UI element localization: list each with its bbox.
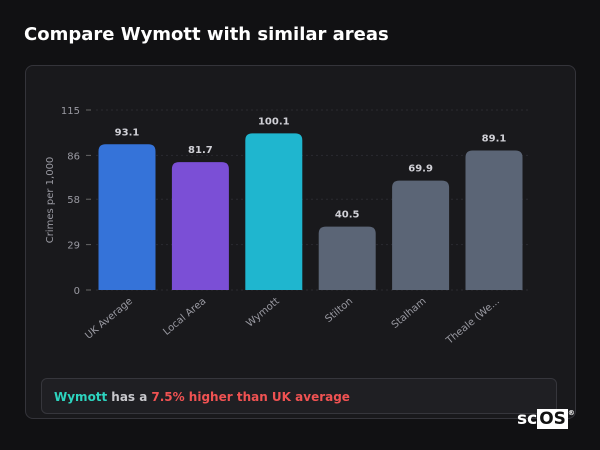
logo: sc OS ® (517, 409, 575, 429)
value-label: 69.9 (408, 164, 433, 175)
y-axis-label: Crimes per 1,000 (45, 157, 56, 244)
value-label: 40.5 (335, 210, 360, 221)
x-tick-label: Wymott (245, 296, 282, 330)
value-label: 100.1 (258, 116, 290, 127)
note-emphasis: 7.5% higher than UK average (151, 390, 350, 404)
y-tick-label: 115 (61, 106, 80, 117)
value-label: 89.1 (482, 134, 507, 145)
page-title: Compare Wymott with similar areas (24, 24, 389, 45)
note-text: has a (111, 390, 148, 404)
value-label: 93.1 (115, 127, 140, 138)
logo-boxed: OS (537, 409, 568, 429)
x-tick-label: Stalham (390, 296, 429, 331)
x-tick-label: Stilton (323, 296, 355, 325)
y-tick-label: 29 (67, 241, 80, 252)
bar (245, 133, 303, 290)
x-tick-label: Theale (We... (444, 296, 502, 347)
y-tick-label: 0 (74, 286, 80, 297)
bar (465, 150, 523, 290)
logo-mark: ® (567, 409, 575, 417)
y-tick-label: 86 (67, 151, 80, 162)
x-tick-label: UK Average (83, 296, 135, 342)
bar (98, 144, 156, 290)
bar (171, 162, 229, 290)
note-highlight: Wymott (54, 390, 108, 404)
value-label: 81.7 (188, 145, 213, 156)
logo-prefix: sc (517, 409, 538, 429)
bar (392, 180, 450, 290)
x-tick-label: Local Area (161, 296, 208, 338)
y-tick-label: 58 (67, 195, 80, 206)
note: Wymott has a 7.5% higher than UK average (41, 378, 557, 414)
bar (318, 226, 376, 290)
